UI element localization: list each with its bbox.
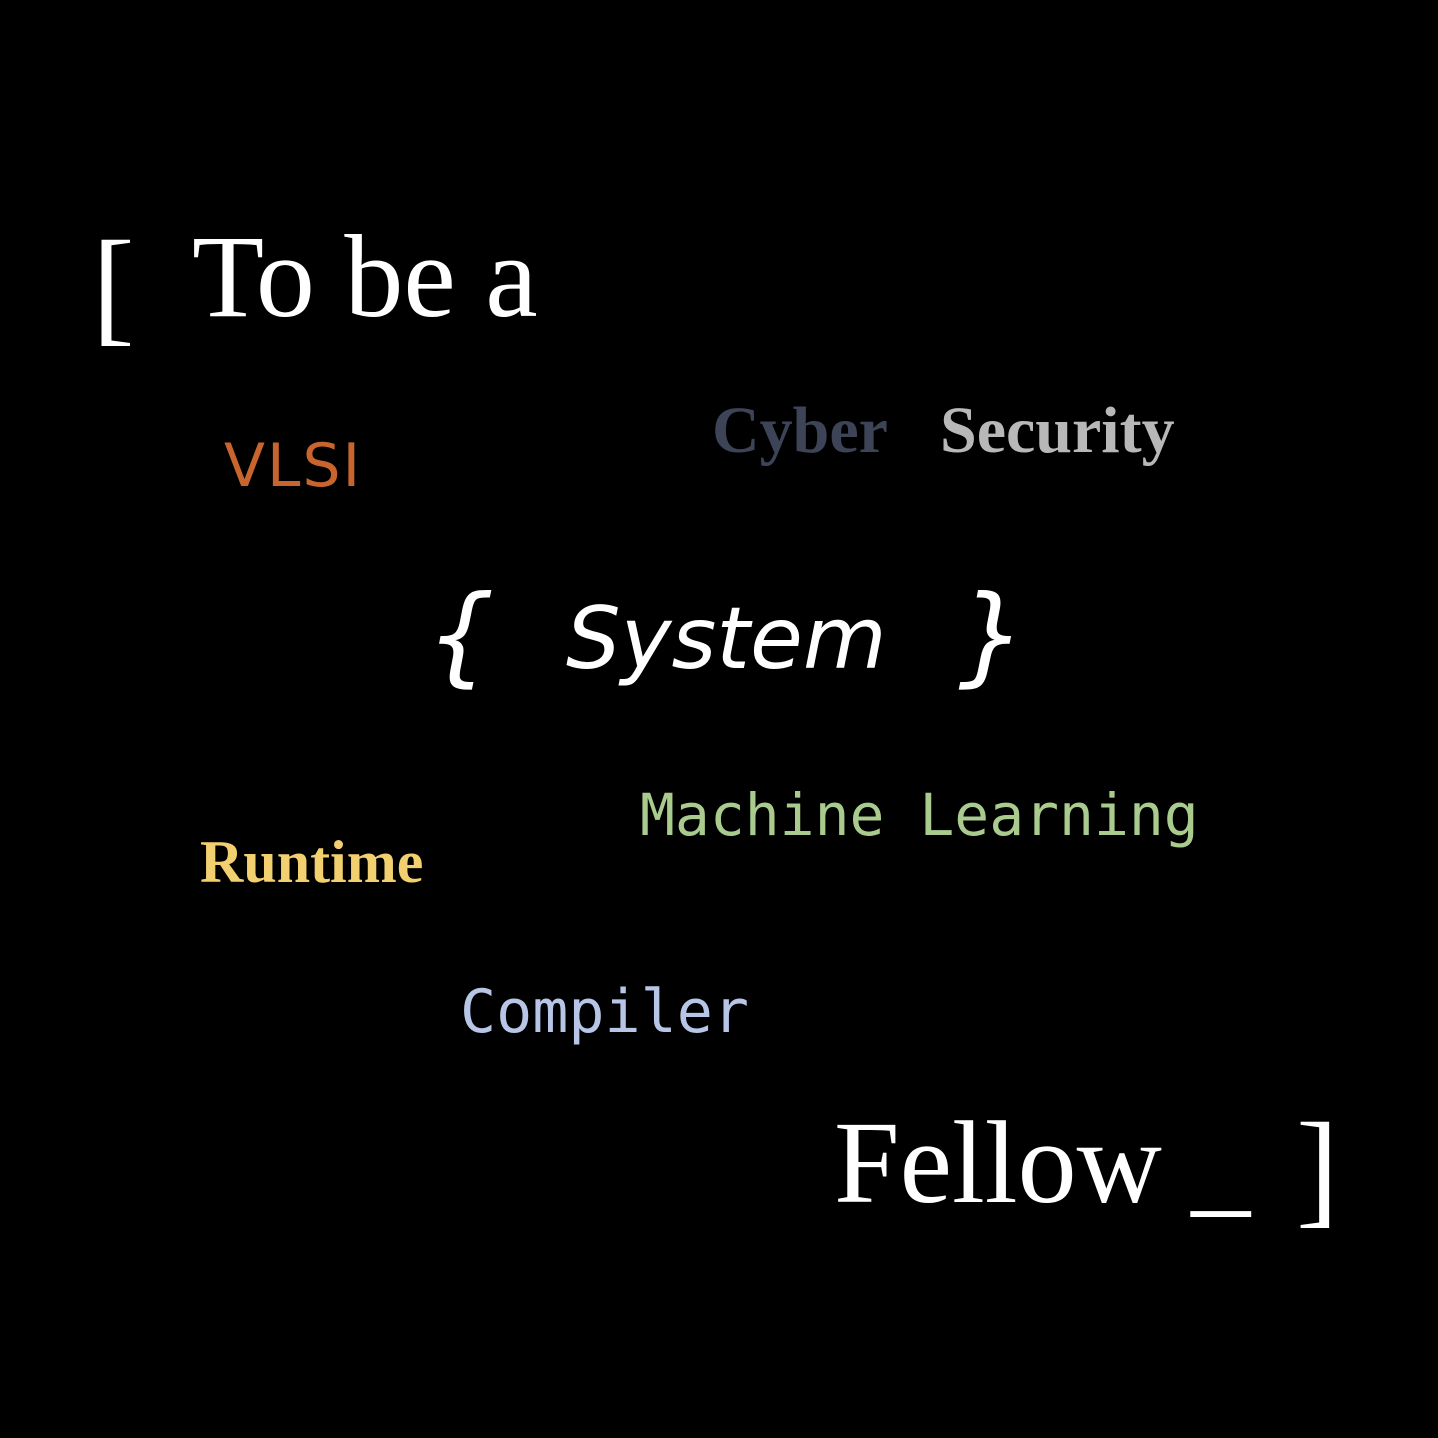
open-curly-brace: { [426, 573, 495, 698]
field-compiler: Compiler [460, 977, 749, 1047]
field-runtime: Runtime [200, 829, 424, 895]
open-square-bracket: [ [92, 215, 135, 357]
closing-text-fellow: Fellow _ [834, 1097, 1251, 1228]
close-curly-brace: } [958, 573, 1027, 698]
close-square-bracket: ] [1296, 1097, 1339, 1239]
field-vlsi: VLSI [224, 431, 363, 501]
center-word-system: System [566, 589, 887, 689]
field-machine-learning: Machine Learning [640, 781, 1199, 849]
headline-text: To be a [192, 211, 538, 342]
field-cyber: Cyber [712, 394, 888, 467]
field-security: Security [940, 394, 1175, 467]
